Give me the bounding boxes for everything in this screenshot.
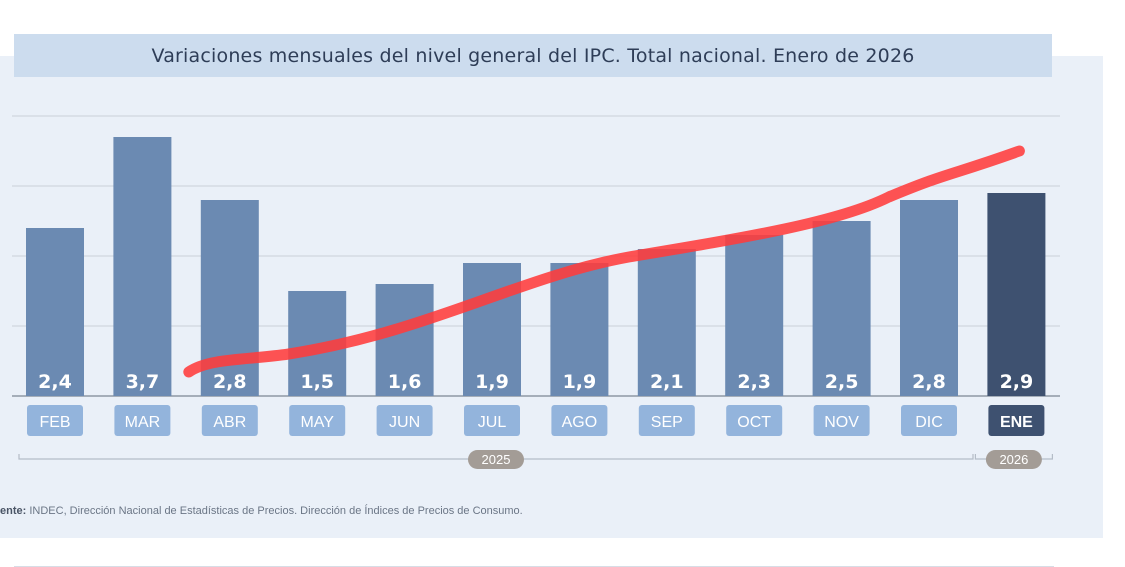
value-label-ene: 2,9 — [1000, 371, 1034, 393]
value-label-jun: 1,6 — [388, 371, 422, 393]
bar-sep — [637, 249, 696, 396]
value-label-oct: 2,3 — [737, 371, 771, 393]
month-label-mar: MAR — [125, 414, 161, 431]
chart-title: Variaciones mensuales del nivel general … — [151, 44, 915, 67]
bar-oct — [725, 235, 784, 396]
bar-feb — [26, 228, 84, 396]
month-box-nov — [813, 405, 870, 436]
month-label-abr: ABR — [213, 414, 246, 431]
year-brackets: 2025 2026 — [18, 450, 1053, 469]
month-box-feb — [27, 405, 83, 436]
month-box-sep — [638, 405, 695, 436]
month-label-ene: ENE — [1000, 414, 1033, 431]
value-label-feb: 2,4 — [38, 371, 72, 393]
value-label-mar: 3,7 — [126, 371, 160, 393]
month-box-jul — [464, 405, 520, 436]
bar-jun — [375, 284, 434, 396]
trend-overlay — [183, 145, 1025, 378]
source-prefix: ente: — [0, 505, 27, 517]
bars — [26, 137, 1046, 396]
month-label-jul: JUL — [478, 414, 507, 431]
month-box-abr — [201, 405, 258, 436]
value-label-dic: 2,8 — [912, 371, 946, 393]
month-label-dic: DIC — [915, 414, 943, 431]
month-labels: FEB MAR ABR MAY JUN JUL AGO SEP OCT NOV DIC ENE — [27, 405, 1045, 436]
source-note: ente: INDEC, Dirección Nacional de Estad… — [0, 505, 523, 517]
year-pill-2025 — [468, 450, 524, 469]
month-label-ago: AGO — [562, 414, 598, 431]
month-label-nov: NOV — [824, 414, 859, 431]
value-label-jul: 1,9 — [475, 371, 509, 393]
month-box-oct — [726, 405, 783, 436]
month-box-jun — [376, 405, 433, 436]
month-box-ago — [551, 405, 608, 436]
year-pill-2026 — [985, 450, 1042, 469]
title-band: Variaciones mensuales del nivel general … — [14, 34, 1052, 77]
month-label-oct: OCT — [737, 414, 771, 431]
year-label-2026: 2026 — [999, 452, 1028, 467]
month-box-dic — [901, 405, 957, 436]
bar-nov — [812, 221, 871, 396]
value-label-ago: 1,9 — [563, 371, 597, 393]
bar-ago — [550, 263, 609, 396]
month-label-feb: FEB — [39, 414, 70, 431]
month-label-may: MAY — [300, 414, 334, 431]
value-label-sep: 2,1 — [650, 371, 684, 393]
source-text: INDEC, Dirección Nacional de Estadística… — [29, 505, 523, 517]
bar-mar — [113, 137, 172, 396]
value-label-may: 1,5 — [300, 371, 334, 393]
month-box-may — [289, 405, 346, 436]
bar-dic — [900, 200, 958, 396]
gridlines — [12, 115, 1060, 397]
month-box-mar — [114, 405, 171, 436]
month-box-ene — [988, 405, 1045, 436]
month-label-jun: JUN — [389, 414, 420, 431]
value-label-nov: 2,5 — [825, 371, 859, 393]
trend-stroke — [183, 145, 1025, 378]
month-label-sep: SEP — [651, 414, 683, 431]
value-labels: 2,4 3,7 2,8 1,5 1,6 1,9 1,9 2,1 2,3 2,5 2,8 2,9 — [38, 371, 1033, 393]
value-label-abr: 2,8 — [213, 371, 247, 393]
bar-ene — [987, 193, 1046, 396]
year-label-2025: 2025 — [482, 452, 511, 467]
